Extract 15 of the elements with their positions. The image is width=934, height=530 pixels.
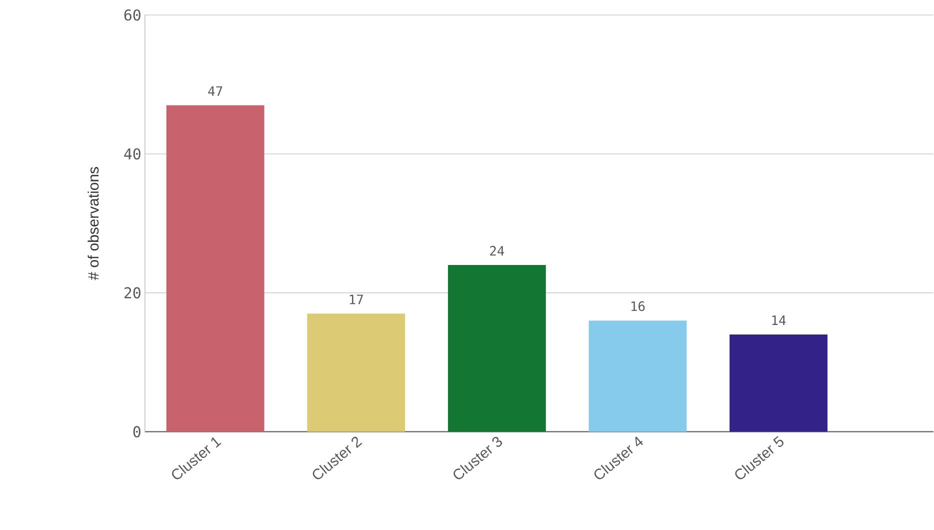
bar — [448, 265, 546, 432]
bar — [588, 320, 687, 432]
y-tick-label: 40 — [124, 148, 140, 160]
y-tick-label: 60 — [124, 10, 140, 21]
data-label: 16 — [631, 301, 645, 312]
y-tick-label: 20 — [124, 287, 140, 299]
data-label: 14 — [772, 316, 786, 326]
y-tick-label: 0 — [133, 426, 140, 438]
bar — [307, 314, 406, 432]
y-axis-title: # of observations — [88, 167, 99, 280]
bar — [166, 105, 264, 432]
data-label: 24 — [490, 246, 504, 256]
bar — [730, 334, 828, 432]
data-label: 47 — [208, 86, 222, 96]
data-label: 17 — [350, 294, 363, 304]
